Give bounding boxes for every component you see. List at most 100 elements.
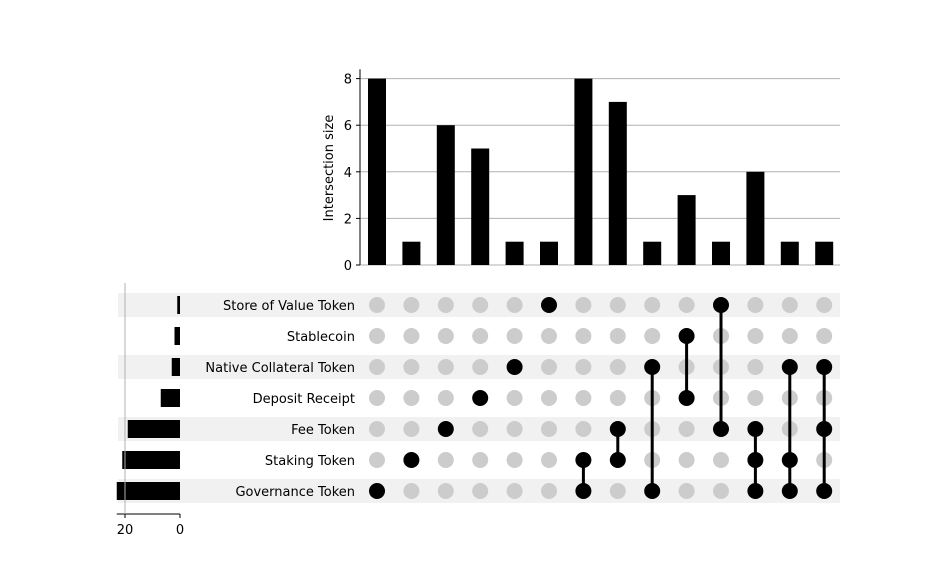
set-label: Staking Token [265, 454, 355, 469]
matrix-dot-inactive [437, 483, 454, 499]
matrix-dot-active [609, 452, 626, 468]
matrix-dot-inactive [437, 328, 454, 344]
matrix-dot-active [541, 297, 557, 313]
intersection-bar [505, 241, 524, 265]
matrix-dot-active [369, 483, 385, 499]
matrix-dot-active [781, 452, 798, 468]
matrix-dot-inactive [644, 328, 661, 344]
matrix-dot-inactive [781, 297, 798, 313]
set-size-bar [122, 451, 180, 469]
set-label: Stablecoin [287, 330, 355, 345]
matrix-dot-active [816, 483, 833, 499]
matrix-dot-inactive [609, 297, 626, 313]
matrix-dot-inactive [609, 328, 626, 344]
matrix-dot-inactive [472, 421, 489, 437]
matrix-dot-inactive [747, 359, 764, 375]
matrix-dot-inactive [472, 483, 489, 499]
matrix-dot-inactive [472, 452, 489, 468]
matrix-dot-inactive [644, 297, 661, 313]
matrix-dot-active [403, 452, 420, 468]
matrix-dot-inactive [575, 390, 592, 406]
matrix-dot-inactive [541, 359, 557, 375]
matrix-dot-active [747, 483, 764, 499]
y-tick-label: 2 [344, 212, 352, 227]
matrix-dot-inactive [713, 452, 729, 468]
set-label: Native Collateral Token [205, 361, 355, 376]
matrix-dot-inactive [437, 297, 454, 313]
matrix-dot-inactive [437, 390, 454, 406]
matrix-dot-inactive [609, 359, 626, 375]
intersection-bar [677, 195, 696, 265]
matrix-dot-inactive [437, 359, 454, 375]
matrix-dot-inactive [403, 328, 420, 344]
intersection-bar [780, 241, 799, 265]
set-size-tick-label: 20 [117, 523, 134, 538]
matrix-dot-active [644, 359, 661, 375]
intersection-bar [402, 241, 421, 265]
matrix-dot-inactive [747, 328, 764, 344]
matrix-dot-active [472, 390, 489, 406]
matrix-dot-inactive [541, 452, 557, 468]
matrix-dot-inactive [609, 390, 626, 406]
y-tick-label: 0 [344, 259, 352, 274]
matrix-dot-inactive [816, 328, 833, 344]
matrix-dot-inactive [747, 390, 764, 406]
matrix-dot-inactive [403, 483, 420, 499]
matrix-dot-active [747, 452, 764, 468]
set-size-axis: 20 0 [117, 283, 184, 538]
matrix-dot-inactive [369, 328, 385, 344]
intersection-bar [471, 148, 490, 265]
intersection-bar [712, 241, 730, 265]
matrix-dot-inactive [369, 390, 385, 406]
intersection-bar [368, 78, 386, 265]
intersection-bar [815, 241, 834, 265]
set-size-tick-label: 0 [176, 523, 184, 538]
matrix-dot-active [713, 421, 729, 437]
set-size-bar [171, 358, 180, 376]
matrix-dot-active [609, 421, 626, 437]
matrix-dot-inactive [472, 297, 489, 313]
matrix-dot-inactive [506, 390, 523, 406]
matrix-dot-inactive [369, 297, 385, 313]
matrix-dot-inactive [403, 421, 420, 437]
set-label: Deposit Receipt [253, 392, 355, 407]
matrix-dot-inactive [609, 483, 626, 499]
set-size-bar [127, 420, 180, 438]
matrix-dot-inactive [506, 328, 523, 344]
matrix-dot-active [781, 359, 798, 375]
set-label: Store of Value Token [223, 299, 355, 314]
intersection-bar [608, 101, 627, 266]
matrix-dot-active [575, 452, 592, 468]
matrix-dot-inactive [575, 421, 592, 437]
matrix-dot-active [781, 483, 798, 499]
y-tick-label: 6 [344, 119, 352, 134]
intersection-matrix [369, 297, 833, 499]
matrix-dot-inactive [506, 483, 523, 499]
matrix-dot-active [678, 390, 695, 406]
matrix-dot-active [644, 483, 661, 499]
matrix-dot-inactive [506, 421, 523, 437]
set-labels: Store of Value Token Stablecoin Native Col… [205, 299, 355, 500]
set-label: Fee Token [291, 423, 355, 438]
y-axis-label: Intersection size [322, 115, 337, 222]
matrix-dot-active [575, 483, 592, 499]
matrix-dot-inactive [472, 328, 489, 344]
matrix-dot-active [678, 328, 695, 344]
matrix-dot-active [816, 359, 833, 375]
y-axis: 0 2 4 6 8 [344, 69, 361, 274]
set-size-bar [160, 389, 180, 407]
matrix-dot-inactive [472, 359, 489, 375]
matrix-dot-inactive [713, 483, 729, 499]
y-tick-label: 4 [344, 166, 352, 181]
matrix-dot-inactive [541, 421, 557, 437]
matrix-dot-inactive [369, 421, 385, 437]
intersection-bars [368, 78, 834, 266]
matrix-dot-inactive [369, 359, 385, 375]
set-size-bars [116, 296, 180, 500]
gridlines [360, 78, 840, 266]
matrix-dot-inactive [575, 328, 592, 344]
matrix-dot-inactive [369, 452, 385, 468]
set-size-bar [174, 327, 180, 345]
intersection-bar [574, 78, 593, 265]
